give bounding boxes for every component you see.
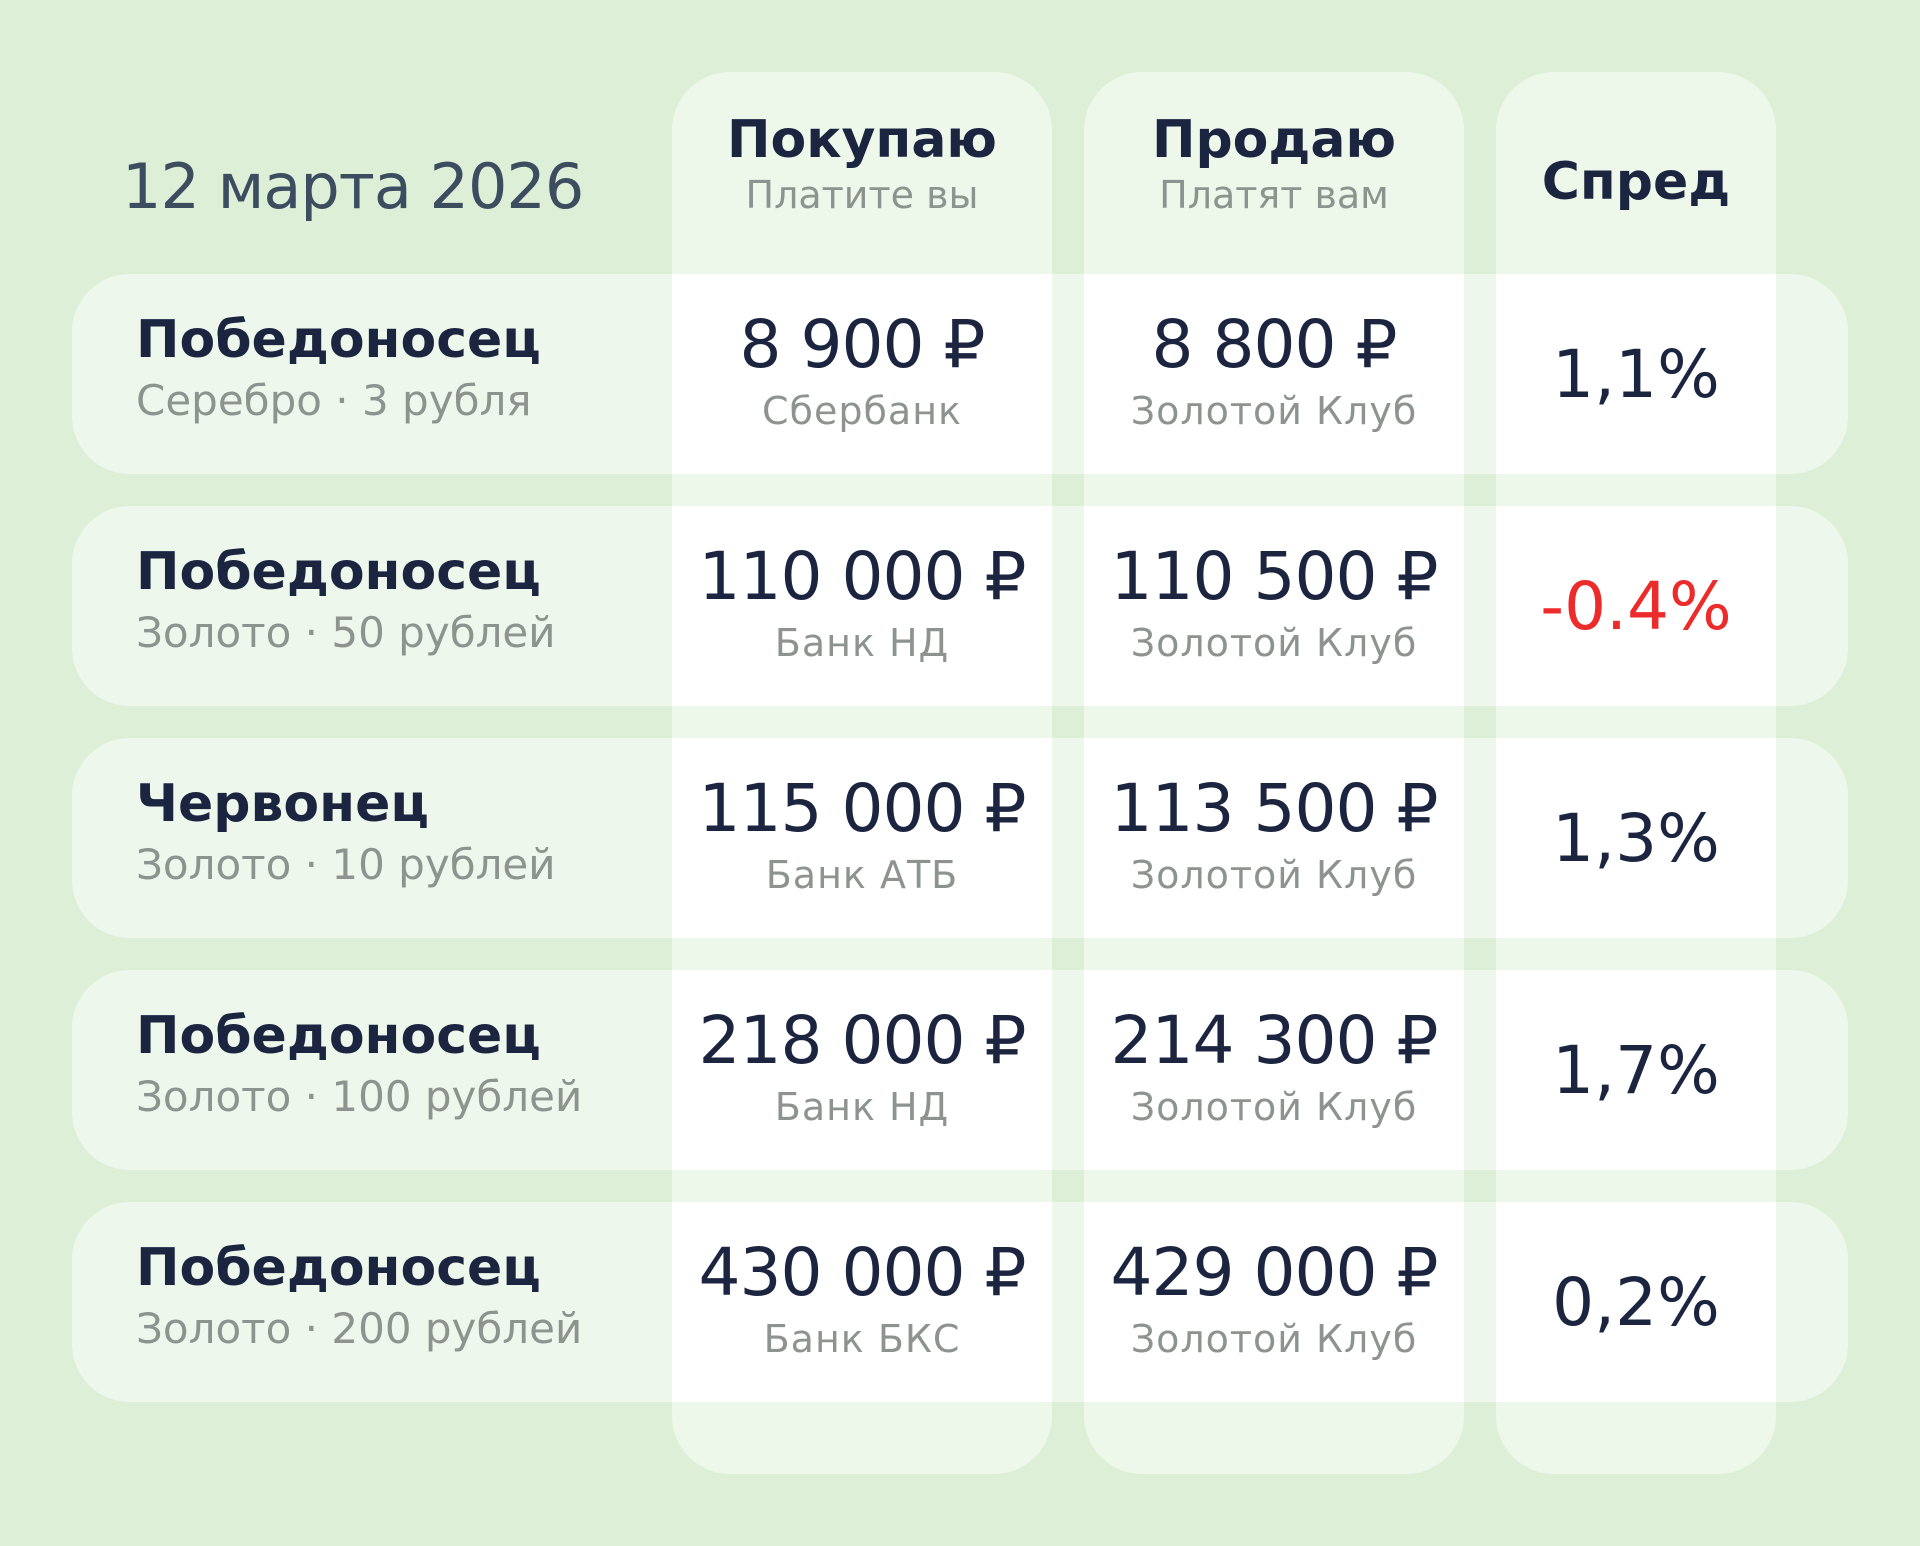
- buy-header-subtitle: Платите вы: [745, 173, 979, 217]
- spread-column-header: Спред: [1496, 152, 1776, 212]
- buy-bank: Банк АТБ: [765, 853, 959, 897]
- coin-info: Победоносец Серебро · 3 рубля: [136, 308, 541, 430]
- spread-cell: 1,7%: [1496, 970, 1776, 1170]
- buy-bank: Банк НД: [774, 1085, 950, 1129]
- coin-info: Победоносец Золото · 50 рублей: [136, 540, 556, 662]
- buy-price: 218 000 ₽: [698, 1002, 1027, 1079]
- table-row: Червонец Золото · 10 рублей 115 000 ₽ Ба…: [72, 738, 1848, 938]
- sell-price: 8 800 ₽: [1151, 306, 1398, 383]
- date-label: 12 марта 2026: [122, 150, 584, 223]
- buy-column-header: Покупаю Платите вы: [672, 110, 1052, 220]
- spread-header-title: Спред: [1541, 152, 1731, 212]
- sell-cell: 429 000 ₽ Золотой Клуб: [1084, 1202, 1464, 1402]
- buy-cell: 8 900 ₽ Сбербанк: [672, 274, 1052, 474]
- table-row: Победоносец Серебро · 3 рубля 8 900 ₽ Сб…: [72, 274, 1848, 474]
- coin-metal-denomination: Серебро · 3 рубля: [136, 376, 532, 425]
- spread-cell: -0.4%: [1496, 506, 1776, 706]
- table-row: Победоносец Золото · 50 рублей 110 000 ₽…: [72, 506, 1848, 706]
- sell-price: 110 500 ₽: [1110, 538, 1439, 615]
- sell-bank: Золотой Клуб: [1130, 621, 1418, 665]
- spread-value: 1,1%: [1552, 335, 1720, 413]
- sell-bank: Золотой Клуб: [1130, 389, 1418, 433]
- buy-bank: Банк БКС: [763, 1317, 961, 1361]
- sell-bank: Золотой Клуб: [1130, 1317, 1418, 1361]
- sell-header-subtitle: Платят вам: [1159, 173, 1389, 217]
- sell-header-title: Продаю: [1151, 110, 1397, 170]
- coin-metal-denomination: Золото · 50 рублей: [136, 608, 556, 657]
- table-row: Победоносец Золото · 100 рублей 218 000 …: [72, 970, 1848, 1170]
- sell-bank: Золотой Клуб: [1130, 1085, 1418, 1129]
- sell-cell: 110 500 ₽ Золотой Клуб: [1084, 506, 1464, 706]
- coin-metal-denomination: Золото · 10 рублей: [136, 840, 556, 889]
- coin-name: Победоносец: [136, 1238, 541, 1298]
- buy-price: 8 900 ₽: [739, 306, 986, 383]
- spread-value: -0.4%: [1540, 567, 1732, 645]
- coin-info: Победоносец Золото · 100 рублей: [136, 1004, 582, 1126]
- buy-header-title: Покупаю: [726, 110, 997, 170]
- sell-cell: 8 800 ₽ Золотой Клуб: [1084, 274, 1464, 474]
- coin-metal-denomination: Золото · 200 рублей: [136, 1304, 583, 1353]
- spread-value: 1,7%: [1552, 1031, 1720, 1109]
- spread-cell: 0,2%: [1496, 1202, 1776, 1402]
- sell-bank: Золотой Клуб: [1130, 853, 1418, 897]
- coin-info: Победоносец Золото · 200 рублей: [136, 1236, 582, 1358]
- sell-cell: 214 300 ₽ Золотой Клуб: [1084, 970, 1464, 1170]
- spread-cell: 1,3%: [1496, 738, 1776, 938]
- coin-name: Победоносец: [136, 310, 541, 370]
- sell-price: 214 300 ₽: [1110, 1002, 1439, 1079]
- buy-cell: 115 000 ₽ Банк АТБ: [672, 738, 1052, 938]
- coin-name: Победоносец: [136, 1006, 541, 1066]
- buy-bank: Банк НД: [774, 621, 950, 665]
- spread-cell: 1,1%: [1496, 274, 1776, 474]
- coin-name: Червонец: [136, 774, 429, 834]
- sell-price: 113 500 ₽: [1110, 770, 1439, 847]
- buy-cell: 110 000 ₽ Банк НД: [672, 506, 1052, 706]
- buy-cell: 430 000 ₽ Банк БКС: [672, 1202, 1052, 1402]
- buy-price: 430 000 ₽: [698, 1234, 1027, 1311]
- sell-cell: 113 500 ₽ Золотой Клуб: [1084, 738, 1464, 938]
- coin-name: Победоносец: [136, 542, 541, 602]
- sell-price: 429 000 ₽: [1110, 1234, 1439, 1311]
- buy-cell: 218 000 ₽ Банк НД: [672, 970, 1052, 1170]
- coin-metal-denomination: Золото · 100 рублей: [136, 1072, 583, 1121]
- spread-value: 1,3%: [1552, 799, 1720, 877]
- coin-info: Червонец Золото · 10 рублей: [136, 772, 556, 894]
- buy-price: 110 000 ₽: [698, 538, 1027, 615]
- buy-price: 115 000 ₽: [698, 770, 1027, 847]
- sell-column-header: Продаю Платят вам: [1084, 110, 1464, 220]
- spread-value: 0,2%: [1552, 1263, 1720, 1341]
- table-row: Победоносец Золото · 200 рублей 430 000 …: [72, 1202, 1848, 1402]
- buy-bank: Сбербанк: [762, 389, 962, 433]
